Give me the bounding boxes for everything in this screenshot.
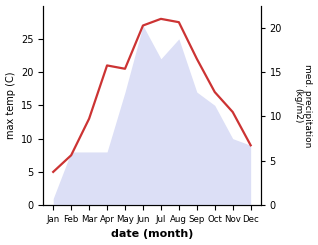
Y-axis label: max temp (C): max temp (C) (5, 72, 16, 139)
Y-axis label: med. precipitation
(kg/m2): med. precipitation (kg/m2) (293, 64, 313, 147)
X-axis label: date (month): date (month) (111, 230, 193, 239)
